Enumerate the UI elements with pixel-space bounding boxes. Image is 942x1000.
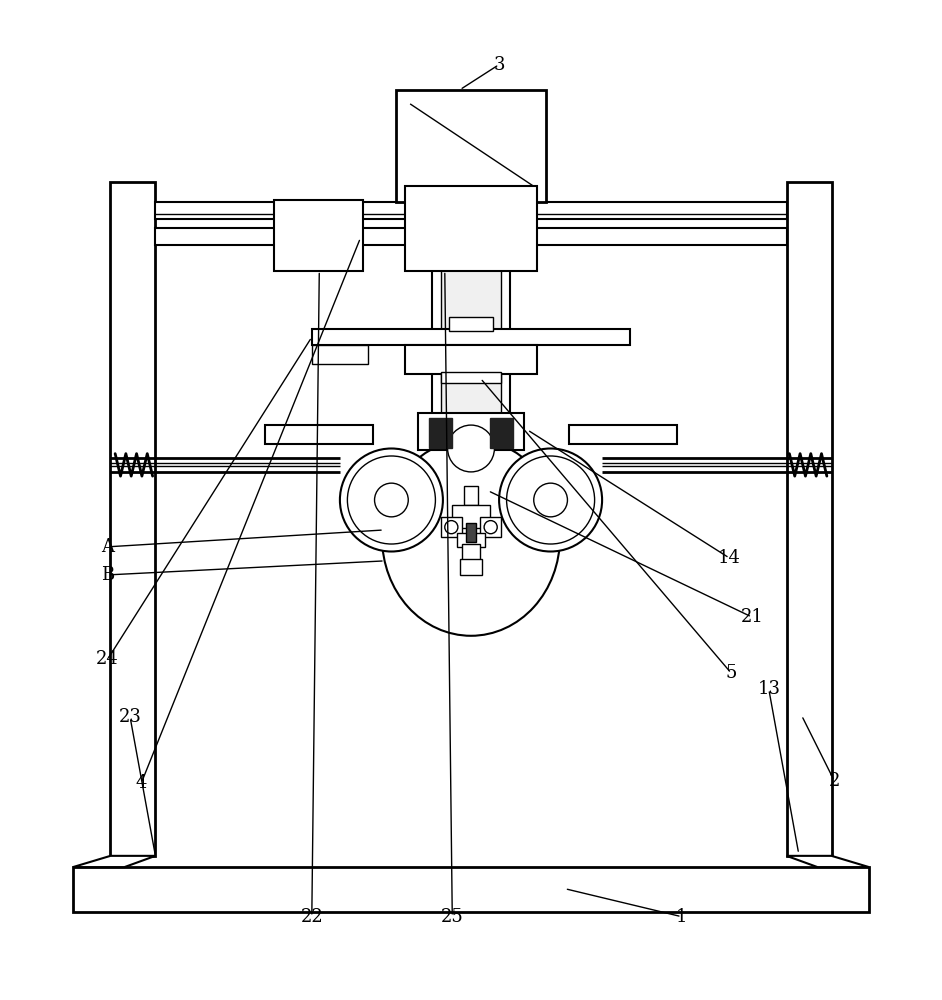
Bar (464, 486, 478, 505)
Bar (73, 867, 869, 912)
Text: 22: 22 (300, 908, 323, 926)
Circle shape (499, 448, 602, 552)
Circle shape (447, 425, 495, 472)
Bar (312, 345, 368, 364)
Bar (110, 182, 155, 856)
Bar (480, 517, 501, 537)
Circle shape (375, 483, 408, 517)
Bar (787, 182, 832, 856)
Bar (274, 200, 364, 271)
Bar (396, 90, 546, 202)
Bar (456, 448, 486, 603)
Bar (405, 186, 537, 271)
Ellipse shape (382, 439, 560, 636)
Bar (429, 418, 452, 448)
Bar (490, 418, 513, 448)
Circle shape (340, 448, 443, 552)
Text: 5: 5 (725, 664, 737, 682)
Bar (433, 227, 509, 240)
Text: 2: 2 (829, 772, 840, 790)
Bar (426, 200, 516, 228)
Text: 25: 25 (441, 908, 463, 926)
Bar (155, 202, 787, 219)
Text: 21: 21 (740, 608, 763, 626)
Bar (457, 533, 485, 547)
Text: 1: 1 (676, 908, 688, 926)
Text: 24: 24 (96, 650, 119, 668)
Text: 13: 13 (757, 680, 780, 698)
Bar (417, 413, 525, 450)
Circle shape (507, 456, 594, 544)
Bar (449, 317, 493, 331)
Bar (431, 228, 511, 472)
Circle shape (484, 521, 497, 534)
Bar (441, 372, 501, 383)
Polygon shape (787, 856, 869, 867)
Text: 3: 3 (494, 56, 505, 74)
Bar (452, 505, 490, 528)
Bar (441, 230, 501, 470)
Bar (466, 523, 476, 542)
Text: 14: 14 (718, 549, 741, 567)
Bar (312, 329, 630, 345)
Circle shape (445, 521, 458, 534)
Bar (265, 425, 373, 444)
Text: 4: 4 (136, 774, 147, 792)
Bar (405, 345, 537, 374)
Text: B: B (101, 566, 114, 584)
Bar (569, 425, 677, 444)
Bar (460, 559, 482, 575)
Text: A: A (101, 538, 114, 556)
Bar (155, 228, 787, 245)
Polygon shape (73, 856, 155, 867)
Bar (441, 517, 462, 537)
Text: 23: 23 (119, 708, 141, 726)
Circle shape (348, 456, 435, 544)
Bar (462, 544, 480, 561)
Circle shape (534, 483, 567, 517)
